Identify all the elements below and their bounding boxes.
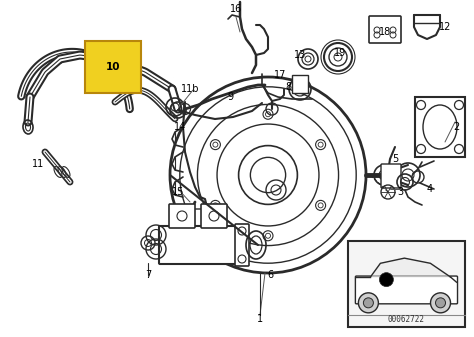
Text: 00062722: 00062722 [388,315,425,325]
Circle shape [379,273,393,287]
Bar [348,241,465,327]
Text: 9: 9 [227,92,233,102]
Text: 10: 10 [106,62,120,72]
FancyBboxPatch shape [169,204,195,228]
Text: 15: 15 [172,187,184,197]
FancyBboxPatch shape [235,224,249,266]
FancyBboxPatch shape [159,226,237,264]
Bar [292,75,308,93]
Text: 11: 11 [32,159,44,169]
FancyBboxPatch shape [188,209,202,229]
Polygon shape [370,258,450,277]
Text: 17: 17 [274,70,286,80]
Text: 5: 5 [392,154,398,164]
FancyBboxPatch shape [356,276,457,304]
FancyBboxPatch shape [201,204,227,228]
Text: 3: 3 [397,187,403,197]
Text: 2: 2 [453,122,459,132]
Bar [415,97,465,157]
Text: 14: 14 [174,122,186,132]
Circle shape [364,298,374,308]
Text: 4: 4 [427,184,433,194]
Text: 18: 18 [379,27,391,37]
FancyBboxPatch shape [369,16,401,43]
Text: 12: 12 [439,22,451,32]
Circle shape [358,293,378,313]
Text: 8: 8 [285,82,291,92]
Text: 19: 19 [334,48,346,58]
FancyBboxPatch shape [381,164,401,188]
Text: 13: 13 [294,50,306,60]
Circle shape [430,293,450,313]
Text: 11b: 11b [181,84,199,94]
Text: 16: 16 [230,4,242,14]
Text: 1: 1 [257,314,263,324]
Circle shape [436,298,446,308]
Text: 7: 7 [145,270,151,280]
Text: 6: 6 [267,270,273,280]
